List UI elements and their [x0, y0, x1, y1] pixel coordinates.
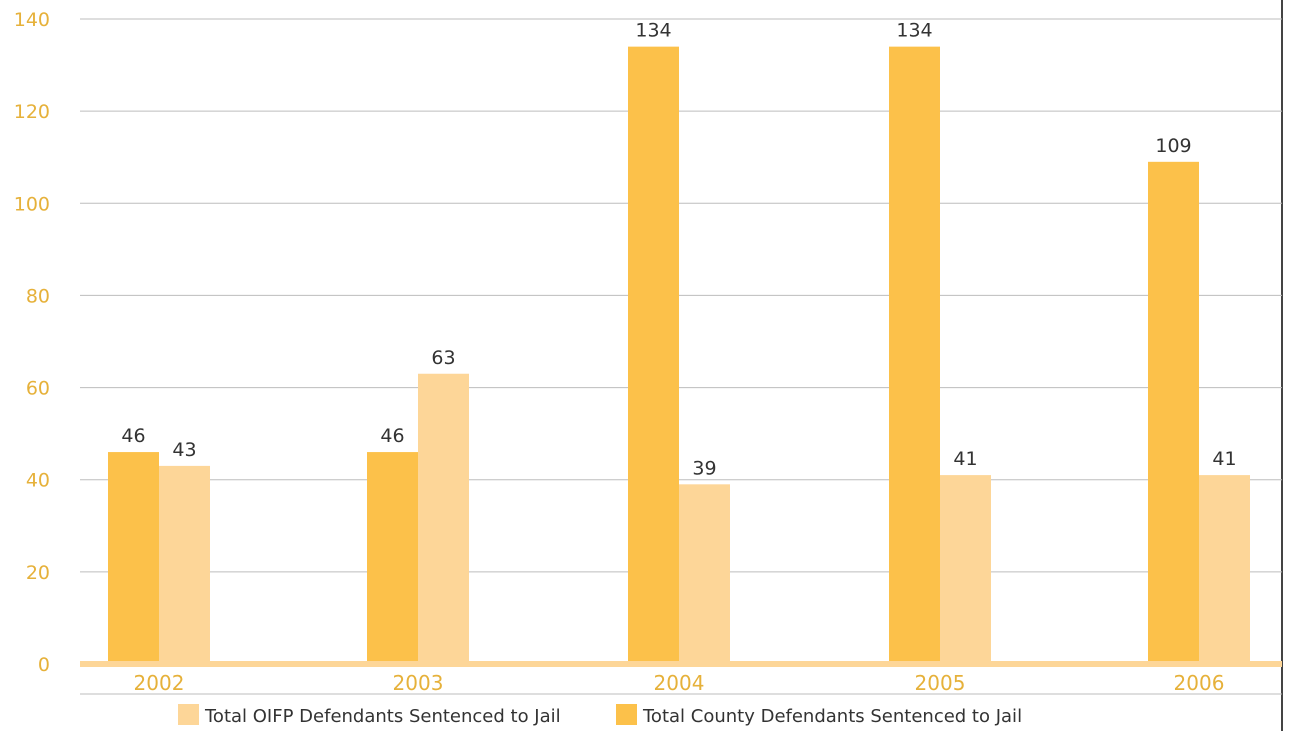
bar-oifp-2002: [159, 465, 210, 664]
x-axis: 2002 2003 2004 2005 2006: [80, 661, 1282, 695]
bar-oifp-2005: [940, 475, 991, 664]
y-tick-label: 100: [14, 193, 50, 215]
x-tick-label: 2006: [1174, 671, 1225, 695]
y-tick-label: 60: [26, 378, 50, 400]
data-label-oifp-2005: 41: [953, 448, 977, 470]
data-label-county-2002: 46: [121, 425, 145, 447]
data-label-county-2003: 46: [380, 425, 404, 447]
legend-label: Total OIFP Defendants Sentenced to Jail: [204, 706, 561, 727]
bar-county-2004: [628, 46, 679, 664]
x-tick-label: 2004: [654, 671, 705, 695]
data-label-county-2005: 134: [896, 20, 932, 42]
x-tick-label: 2003: [393, 671, 444, 695]
bar-oifp-2003: [418, 373, 469, 664]
data-label-county-2006: 109: [1155, 135, 1191, 157]
y-tick-label: 140: [14, 9, 50, 31]
bar-county-2002: [108, 452, 159, 664]
legend-swatch: [178, 704, 199, 725]
y-tick-label: 0: [38, 654, 50, 676]
y-tick-label: 120: [14, 101, 50, 123]
bar-oifp-2004: [679, 484, 730, 664]
data-label-oifp-2006: 41: [1212, 448, 1236, 470]
data-label-oifp-2003: 63: [431, 347, 455, 369]
y-tick-label: 20: [26, 562, 50, 584]
x-axis-baseline: [80, 661, 1282, 667]
data-labels: 46 43 46 63 134 39 134 41 109 41: [121, 20, 1236, 480]
x-tick-label: 2005: [915, 671, 966, 695]
legend-item-oifp: Total OIFP Defendants Sentenced to Jail: [178, 704, 561, 727]
x-tick-label: 2002: [134, 671, 185, 695]
bar-county-2003: [367, 452, 418, 664]
data-label-oifp-2004: 39: [692, 457, 716, 479]
y-axis: 0 20 40 60 80 100 120 140: [14, 9, 50, 676]
bars: [108, 46, 1250, 665]
legend-label: Total County Defendants Sentenced to Jai…: [642, 706, 1022, 727]
grid-lines: [80, 0, 1283, 731]
legend-swatch: [616, 704, 637, 725]
data-label-county-2004: 134: [635, 20, 671, 42]
y-tick-label: 80: [26, 285, 50, 307]
bar-county-2005: [889, 46, 940, 664]
y-tick-label: 40: [26, 470, 50, 492]
legend: Total OIFP Defendants Sentenced to Jail T…: [178, 704, 1022, 727]
bar-county-2006: [1148, 161, 1199, 665]
bar-oifp-2006: [1199, 475, 1250, 664]
legend-item-county: Total County Defendants Sentenced to Jai…: [616, 704, 1022, 727]
data-label-oifp-2002: 43: [172, 439, 196, 461]
